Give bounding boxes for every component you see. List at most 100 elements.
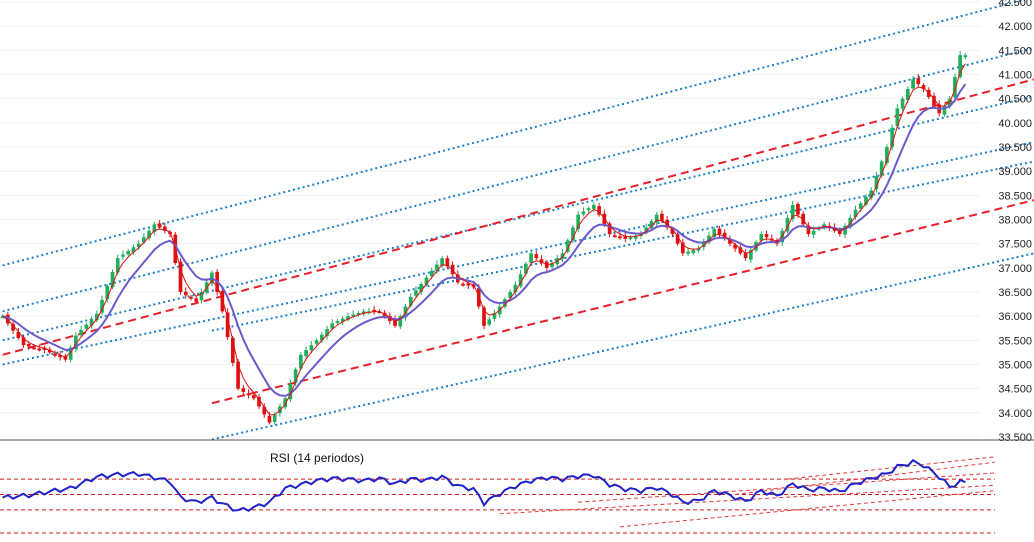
candle-up <box>325 329 329 337</box>
rsi-trend-lines <box>499 456 996 528</box>
y-tick-label: 34.500 <box>998 384 1032 396</box>
candle-up <box>759 234 764 241</box>
candle-down <box>53 353 57 356</box>
candle-up <box>94 313 99 321</box>
candle-down <box>926 89 931 98</box>
candle-up <box>408 296 413 306</box>
candle-up <box>707 235 711 243</box>
candle-down <box>722 232 727 239</box>
candle-up <box>89 319 94 326</box>
y-tick-label: 34.000 <box>998 408 1032 420</box>
candle-up <box>435 264 439 271</box>
candle-up <box>958 55 962 78</box>
candle-down <box>393 319 397 326</box>
candle-down <box>597 206 601 215</box>
y-tick-label: 38.500 <box>998 190 1032 202</box>
y-tick-label: 41.500 <box>998 45 1032 57</box>
candle-up <box>293 369 298 383</box>
candle-down <box>921 85 926 89</box>
candle-up <box>126 250 131 255</box>
candle-up <box>147 230 151 238</box>
candle-up <box>858 203 863 209</box>
candle-up <box>513 284 518 293</box>
candle-up <box>115 258 120 273</box>
candle-up <box>424 277 429 285</box>
candle-down <box>476 288 481 307</box>
candle-up <box>335 321 340 323</box>
y-tick-label: 42.500 <box>998 0 1032 9</box>
candle-down <box>675 234 680 244</box>
candle-up <box>790 205 795 220</box>
candle-up <box>487 319 492 325</box>
candle-down <box>681 242 685 254</box>
candle-down <box>241 388 246 392</box>
candle-up <box>314 340 319 344</box>
trend-channel-lines <box>2 0 1034 441</box>
candle-down <box>482 307 486 326</box>
candle-up <box>524 263 528 274</box>
candle-up <box>592 205 596 209</box>
candle-up <box>121 254 125 257</box>
fast-moving-average-line <box>2 63 966 416</box>
candle-up <box>74 335 78 349</box>
candle-up <box>571 227 575 241</box>
candle-down <box>178 261 183 292</box>
candle-down <box>58 355 63 358</box>
rsi-path <box>2 458 966 512</box>
y-tick-label: 36.500 <box>998 287 1032 299</box>
candle-down <box>796 203 800 215</box>
rsi-trend-line <box>499 484 996 515</box>
moving-averages <box>2 63 967 416</box>
candle-up <box>398 316 403 327</box>
candle-up <box>785 217 790 232</box>
y-tick-label: 41.000 <box>998 70 1032 82</box>
y-tick-label: 39.500 <box>998 142 1032 154</box>
candle-down <box>801 213 806 225</box>
candle-up <box>356 312 361 315</box>
candle-up <box>874 176 879 190</box>
candle-down <box>618 236 622 239</box>
candle-up <box>142 237 146 243</box>
blue-channel-line <box>211 252 1034 441</box>
candle-up <box>942 105 947 115</box>
candle-up <box>890 127 894 148</box>
slow-moving-average-line <box>2 83 967 397</box>
y-tick-label: 40.500 <box>998 94 1032 106</box>
candle-up <box>581 211 586 215</box>
candle-down <box>607 223 612 234</box>
candle-up <box>283 398 287 408</box>
candle-up <box>136 243 141 247</box>
candle-up <box>84 324 89 329</box>
candle-down <box>623 235 628 239</box>
candle-up <box>576 214 581 230</box>
candle-down <box>37 348 42 351</box>
rsi-line <box>2 458 966 512</box>
y-tick-label: 37.500 <box>998 239 1032 251</box>
blue-channel-line <box>2 141 1034 366</box>
candle-up <box>419 283 424 292</box>
candle-up <box>691 250 696 254</box>
candle-up <box>911 79 915 89</box>
candle-up <box>712 229 717 237</box>
candle-up <box>105 285 110 300</box>
candle-up <box>550 263 554 268</box>
red-channel-line <box>211 199 1034 405</box>
candle-up <box>288 383 293 400</box>
candle-up <box>529 253 533 263</box>
candle-down <box>189 296 193 299</box>
rsi-title: RSI (14 periodos) <box>270 451 364 465</box>
y-tick-label: 38.000 <box>998 215 1032 227</box>
candle-up <box>811 230 816 235</box>
y-tick-label: 33.500 <box>998 432 1032 444</box>
candle-down <box>16 332 21 338</box>
candle-down <box>461 283 465 286</box>
candle-down <box>534 254 539 259</box>
candle-up <box>644 227 649 233</box>
candle-down <box>738 247 743 254</box>
candle-up <box>492 312 497 319</box>
candle-up <box>272 414 277 422</box>
candle-up <box>879 161 884 176</box>
candle-up <box>68 347 73 360</box>
candle-up <box>429 271 434 277</box>
y-tick-label: 39.000 <box>998 166 1032 178</box>
